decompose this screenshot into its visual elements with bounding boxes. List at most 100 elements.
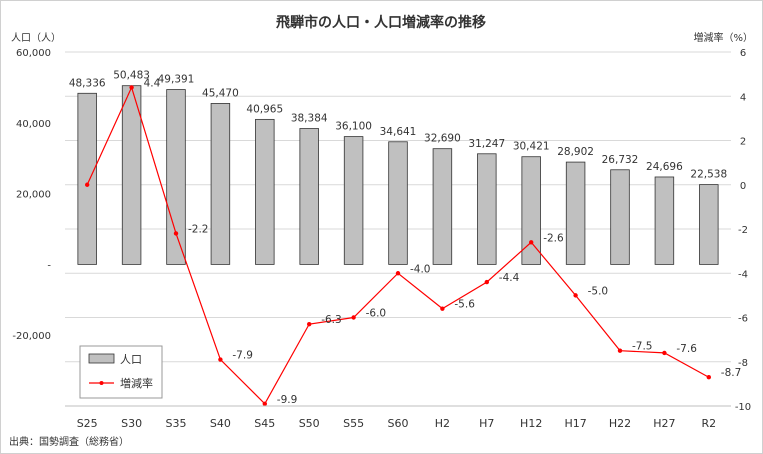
x-tick-label: S30 (121, 417, 142, 430)
population-bar (565, 161, 586, 265)
population-bar-label: 49,391 (158, 74, 195, 86)
y-right-tick-label: -10 (735, 402, 751, 413)
population-bar-label: 50,483 (113, 70, 150, 82)
y-left-tick-label: 40,000 (16, 119, 51, 130)
legend-line-label: 増減率 (120, 376, 153, 390)
population-bar-label: 48,336 (69, 77, 106, 89)
population-bar-label: 28,902 (557, 146, 594, 158)
x-axis: S25 S30 S35 S40 S45 S50 S55 S60 H2 H7 H12 H17 H22 H27… (65, 405, 731, 430)
change-rate-label: -7.9 (232, 350, 253, 362)
change-rate-label: -5.6 (454, 299, 475, 311)
change-rate-point (395, 271, 401, 276)
y-right-tick-label: 4 (740, 92, 746, 103)
y-right-tick-label: 2 (740, 137, 746, 148)
change-rate-label: -7.6 (676, 343, 697, 355)
population-bar (299, 128, 319, 265)
y-right-tick-label: -8 (738, 358, 748, 369)
legend-bar-swatch (88, 353, 115, 364)
change-rate-label: -7.5 (632, 341, 653, 353)
y-left-tick-label: - (47, 260, 51, 271)
change-rate-label: -4.0 (410, 263, 431, 275)
change-rate-point (440, 306, 445, 311)
change-rate-point (662, 350, 667, 356)
y-left-tick-label: 60,000 (16, 48, 51, 59)
change-rate-label: -8.7 (721, 367, 742, 379)
change-rate-point (307, 321, 312, 327)
population-bars (77, 85, 719, 265)
change-rate-label: -2.2 (188, 223, 209, 235)
y-right-axis: 6 4 2 0 -2 -4 -6 -8 -10 (735, 48, 751, 413)
x-tick-label: H2 (435, 417, 450, 430)
population-bar-label: 36,100 (335, 121, 372, 133)
x-tick-label: S50 (299, 417, 320, 430)
population-bar-label: 34,641 (380, 126, 417, 138)
x-tick-label: S55 (343, 417, 364, 430)
change-rate-labels: 4.4 -2.2 -7.9 -9.9 -6.3 -6.0 -4.0 -5.6 -4.4 -2.6 -… (144, 77, 742, 405)
population-bar-label: 26,732 (602, 154, 639, 166)
y-right-tick-label: -6 (738, 314, 748, 325)
population-bar-label: 30,421 (513, 141, 550, 153)
change-rate-point (129, 85, 134, 90)
x-tick-label: H22 (609, 417, 631, 430)
change-rate-label: -9.9 (277, 394, 298, 406)
y-right-tick-label: 0 (740, 181, 746, 192)
change-rate-point (262, 401, 267, 406)
population-bar (343, 136, 364, 265)
change-rate-label: -5.0 (588, 285, 609, 297)
population-bar (432, 148, 453, 265)
legend-bar-label: 人口 (120, 353, 142, 366)
population-bar (521, 156, 541, 265)
population-bar (610, 169, 630, 265)
change-rate-label: -6.3 (321, 314, 342, 326)
chart-title: 飛騨市の人口・人口増減率の推移 (275, 14, 486, 31)
population-bar-label: 32,690 (424, 133, 461, 145)
legend: 人口 増減率 (79, 345, 163, 399)
y-left-tick-label: -20,000 (12, 331, 51, 342)
legend-line-marker (99, 381, 104, 385)
change-rate-point (85, 182, 90, 187)
population-bar (654, 176, 675, 265)
population-bar (388, 141, 408, 265)
change-rate-point (351, 315, 356, 320)
population-bar (210, 103, 231, 265)
population-bar-label: 45,470 (202, 87, 239, 99)
x-tick-label: H27 (653, 417, 675, 430)
population-bar-label: 40,965 (246, 103, 283, 115)
x-tick-label: H12 (520, 417, 542, 430)
change-rate-point (173, 231, 179, 236)
change-rate-point (706, 375, 711, 380)
y-right-tick-label: 6 (740, 48, 746, 59)
population-bar-labels: 48,336 50,483 49,391 45,470 40,965 38,384 36,1… (69, 70, 727, 181)
y-left-axis: 60,000 40,000 20,000 - -20,000 (12, 48, 51, 342)
x-tick-label: S25 (77, 417, 98, 430)
population-bar (77, 92, 97, 265)
change-rate-label: 4.4 (144, 77, 161, 89)
y-right-tick-label: -4 (738, 269, 748, 280)
source-note: 出典：国勢調査（総務省） (9, 435, 129, 448)
change-rate-point (218, 357, 223, 362)
population-bar-label: 38,384 (291, 113, 328, 125)
y-left-axis-label: 人口（人） (11, 32, 61, 44)
population-bar-label: 31,247 (468, 138, 505, 150)
change-rate-point (484, 279, 489, 285)
y-left-tick-label: 20,000 (16, 190, 51, 201)
x-tick-label: H17 (564, 417, 586, 430)
population-bar-label: 24,696 (646, 161, 683, 173)
population-bar (166, 89, 186, 265)
x-tick-label: S60 (388, 417, 409, 430)
x-tick-label: R2 (701, 417, 716, 430)
change-rate-label: -6.0 (366, 308, 387, 320)
population-bar (477, 153, 497, 265)
x-tick-label: H7 (479, 417, 494, 430)
x-tick-label: S40 (210, 417, 231, 430)
population-bar-label: 22,538 (690, 169, 727, 181)
change-rate-line (85, 85, 711, 406)
y-right-axis-label: 増減率（%） (693, 31, 753, 44)
x-tick-label: S45 (254, 417, 275, 430)
population-bar (121, 85, 142, 265)
change-rate-point (573, 293, 578, 298)
change-rate-point (617, 348, 623, 353)
y-right-tick-label: -2 (738, 225, 748, 236)
